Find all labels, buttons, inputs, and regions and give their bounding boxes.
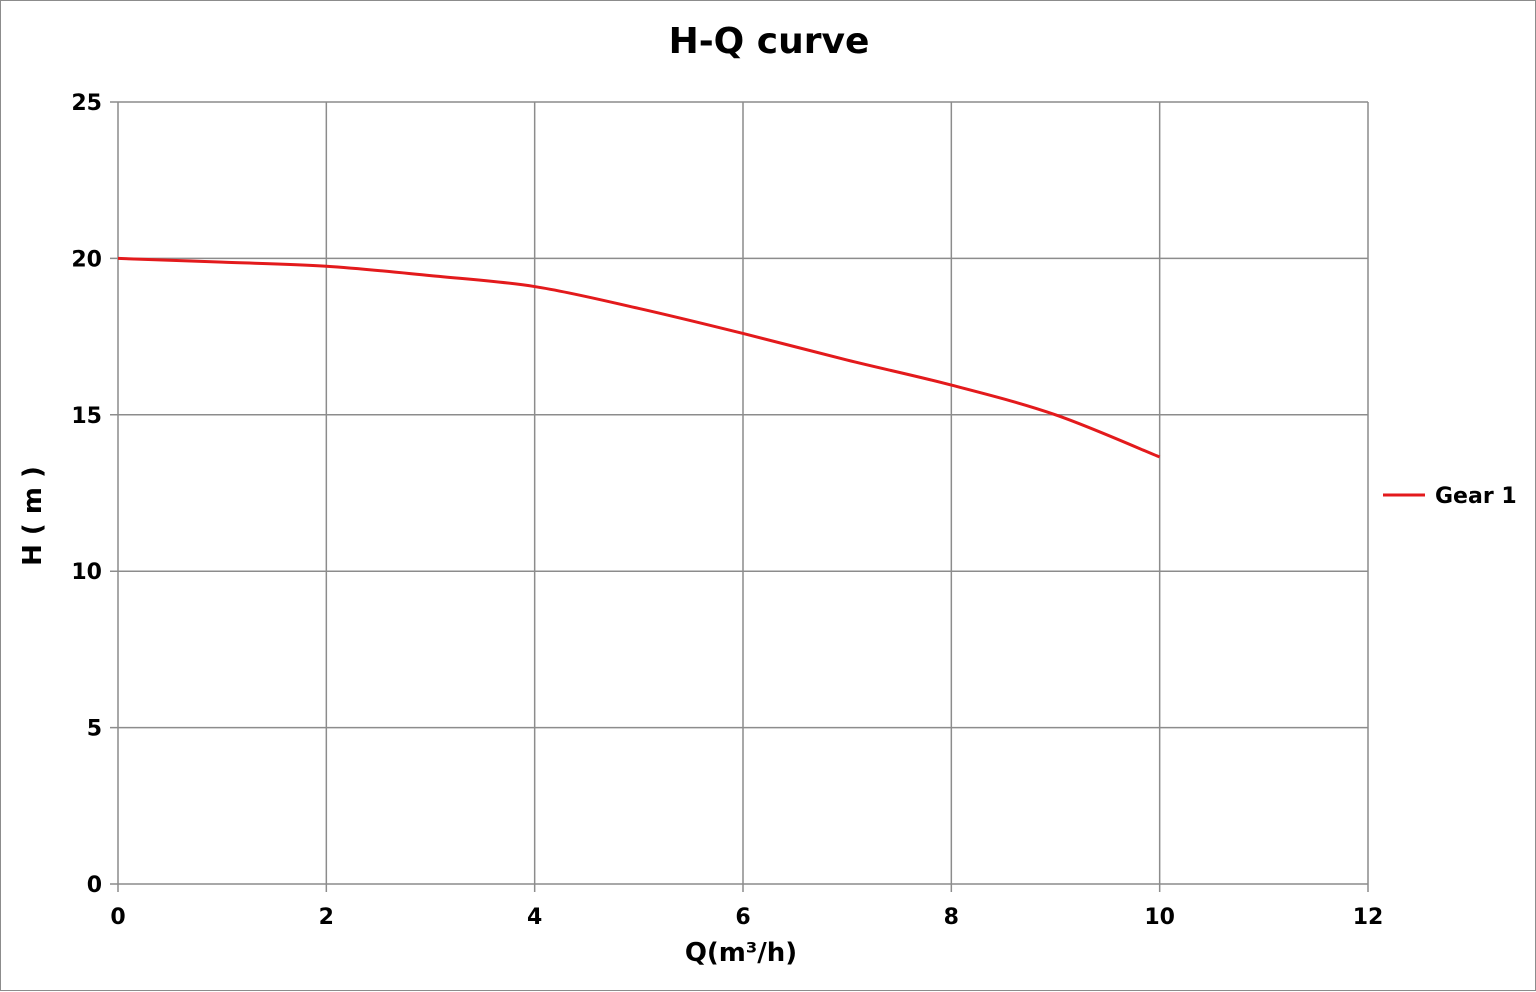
chart-title: H-Q curve <box>669 21 870 62</box>
x-axis-label: Q(m³/h) <box>685 938 797 968</box>
legend: Gear 1 <box>1383 484 1517 509</box>
y-tick-label: 15 <box>71 404 102 429</box>
x-tick-label: 4 <box>527 905 542 930</box>
y-tick-label: 0 <box>87 873 102 898</box>
y-tick-label: 20 <box>71 247 102 272</box>
series-line-0 <box>117 256 1161 459</box>
legend-label-gear-1: Gear 1 <box>1435 484 1517 509</box>
x-tick-label: 0 <box>110 905 125 930</box>
x-tick-label: 2 <box>319 905 334 930</box>
y-axis-label: H ( m ) <box>18 466 48 566</box>
series-lines <box>117 256 1161 459</box>
y-tick-label: 5 <box>87 717 102 742</box>
x-tick-label: 6 <box>735 905 750 930</box>
x-tick-label: 8 <box>944 905 959 930</box>
grid-lines <box>110 101 1369 892</box>
x-tick-label: 12 <box>1353 905 1384 930</box>
y-tick-label: 10 <box>71 560 102 585</box>
x-tick-label: 10 <box>1144 905 1175 930</box>
tick-labels: 0 2 4 6 8 10 12 0 5 10 15 20 25 <box>71 91 1383 930</box>
y-tick-label: 25 <box>71 91 102 116</box>
